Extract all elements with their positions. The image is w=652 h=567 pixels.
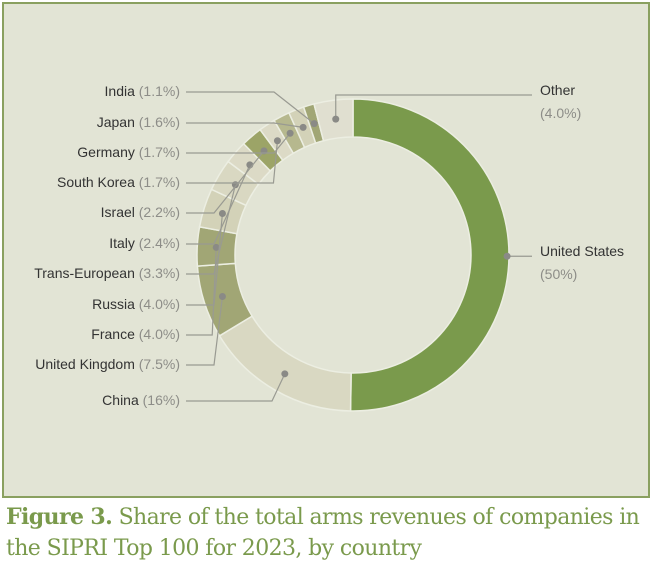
label-name: China <box>102 392 142 408</box>
label-percent: (2.4%) <box>139 235 180 251</box>
label-china: China (16%) <box>102 392 180 408</box>
leader-line-trans-european <box>186 184 236 275</box>
label-percent: (16%) <box>143 392 180 408</box>
label-percent: (1.1%) <box>139 83 180 99</box>
label-percent: (4.0%) <box>139 296 180 312</box>
label-percent-united-states: (50%) <box>540 266 577 282</box>
label-germany: Germany (1.7%) <box>77 144 180 160</box>
caption-text: Share of the total arms revenues of comp… <box>6 505 640 561</box>
leader-line-india <box>186 91 315 125</box>
marker-dot-china <box>281 370 289 378</box>
label-name: Germany <box>77 144 138 160</box>
leader-line-other <box>335 94 532 120</box>
marker-dot-south-korea <box>273 137 281 145</box>
label-india: India (1.1%) <box>105 83 180 99</box>
label-name: South Korea <box>57 174 139 190</box>
figure-caption: Figure 3. Share of the total arms revenu… <box>6 502 646 564</box>
label-other: Other <box>540 82 575 98</box>
label-trans-european: Trans-European (3.3%) <box>34 265 180 281</box>
label-percent: (3.3%) <box>139 265 180 281</box>
leader-line-russia <box>186 213 224 306</box>
marker-dot-germany <box>286 129 294 137</box>
marker-dot-united-kingdom <box>218 293 226 301</box>
leader-line-south-korea <box>186 140 279 184</box>
label-name: United Kingdom <box>35 356 139 372</box>
label-united-states: United States <box>540 243 624 259</box>
label-italy: Italy (2.4%) <box>109 235 180 251</box>
marker-dot-india <box>310 120 318 128</box>
marker-dot-france <box>212 243 220 251</box>
leader-line-italy <box>186 164 251 245</box>
label-israel: Israel (2.2%) <box>101 204 180 220</box>
leader-line-china <box>186 373 286 402</box>
label-percent-other: (4.0%) <box>540 105 581 121</box>
label-percent: (1.7%) <box>139 174 180 190</box>
leader-line-germany <box>186 132 291 154</box>
label-percent: (4.0%) <box>139 326 180 342</box>
label-name: France <box>91 326 138 342</box>
label-name: Trans-European <box>34 265 139 281</box>
donut-chart: United States (50%) China (16%) United King… <box>34 82 624 412</box>
label-name: Israel <box>101 204 139 220</box>
label-name: Italy <box>109 235 139 251</box>
slice-china <box>218 315 352 412</box>
marker-dot-japan <box>299 123 307 131</box>
marker-dot-other <box>332 115 340 123</box>
marker-dot-russia <box>218 209 226 217</box>
label-percent: (2.2%) <box>139 204 180 220</box>
label-france: France (4.0%) <box>91 326 180 342</box>
leader-line-france <box>186 247 217 336</box>
label-japan: Japan (1.6%) <box>97 114 180 130</box>
label-name: Russia <box>92 296 139 312</box>
caption-figure-number: Figure 3. <box>6 504 113 530</box>
slice-united-states <box>349 98 510 412</box>
label-percent: (1.6%) <box>139 114 180 130</box>
label-name: Japan <box>97 114 139 130</box>
label-south-korea: South Korea (1.7%) <box>57 174 180 190</box>
label-name: India <box>105 83 139 99</box>
label-percent: (7.5%) <box>139 356 180 372</box>
label-russia: Russia (4.0%) <box>92 296 180 312</box>
leader-line-japan <box>186 122 304 128</box>
label-percent: (1.7%) <box>139 144 180 160</box>
chart-frame <box>2 2 650 498</box>
marker-dot-united-states <box>503 252 511 260</box>
leader-line-united-kingdom <box>186 296 224 366</box>
label-united-kingdom: United Kingdom (7.5%) <box>35 356 180 372</box>
leader-line-israel <box>186 150 265 214</box>
